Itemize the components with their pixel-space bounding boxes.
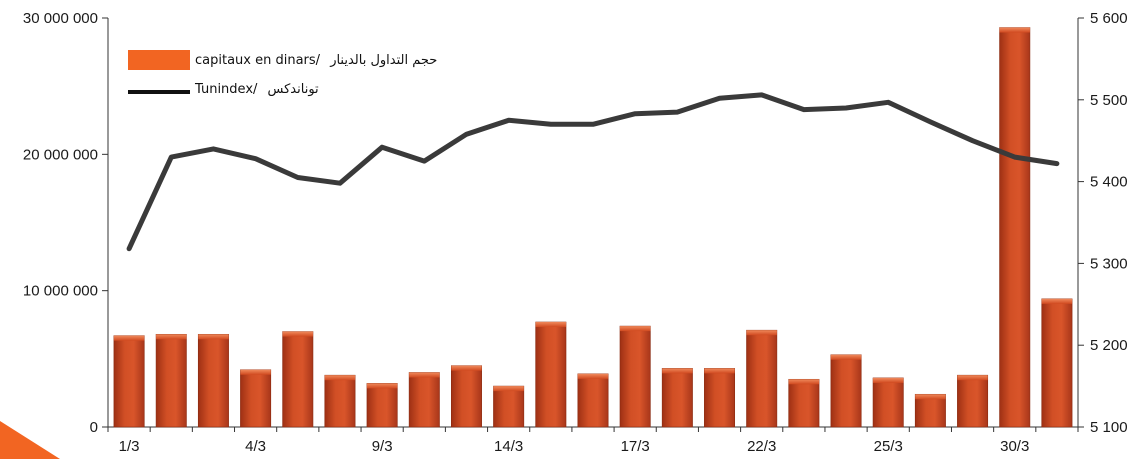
bar-top xyxy=(662,368,693,374)
bar-top xyxy=(324,375,356,381)
bar-top xyxy=(873,377,904,383)
bar xyxy=(408,372,440,428)
bar-top xyxy=(704,368,735,374)
bar xyxy=(282,331,314,428)
x-tick-label: 4/3 xyxy=(245,438,266,455)
legend-label-bar-fr: capitaux en dinars/ xyxy=(195,53,321,68)
bar xyxy=(619,325,651,428)
x-tick-label: 1/3 xyxy=(119,438,140,455)
bar-top xyxy=(1041,298,1073,304)
bar-top xyxy=(409,372,440,378)
x-tick-label: 25/3 xyxy=(874,438,903,455)
bar-top xyxy=(788,379,820,385)
y-left-tick-label: 20 000 000 xyxy=(23,146,98,163)
bar xyxy=(366,383,398,428)
x-tick-label: 9/3 xyxy=(372,438,393,455)
bar xyxy=(535,321,567,428)
bar-top xyxy=(957,375,988,381)
bar-top xyxy=(999,27,1030,33)
bar-top xyxy=(198,334,229,340)
legend-swatch-bar xyxy=(128,50,190,70)
y-right-tick-label: 5 200 xyxy=(1090,337,1128,354)
bar-top xyxy=(746,330,777,336)
y-right-tick-label: 5 400 xyxy=(1090,174,1128,191)
bar-top xyxy=(577,373,609,379)
y-right-tick-label: 5 500 xyxy=(1090,92,1128,109)
bar xyxy=(788,378,820,428)
bar xyxy=(1041,298,1073,428)
legend: capitaux en dinars/ حجم التداول بالدينار… xyxy=(128,50,437,97)
bar xyxy=(957,374,989,428)
y-left-tick-label: 0 xyxy=(90,419,98,436)
x-tick-label: 17/3 xyxy=(621,438,650,455)
bar xyxy=(872,377,904,428)
tunindex-line xyxy=(126,92,1060,252)
bar xyxy=(746,329,778,428)
bar xyxy=(914,393,946,428)
legend-label-line: Tunindex/ توناندكس xyxy=(194,82,319,97)
bar-top xyxy=(493,386,524,392)
bar xyxy=(661,368,693,428)
line-series xyxy=(126,92,1060,252)
bar xyxy=(240,369,272,428)
bar-series xyxy=(113,27,1073,428)
y-right-tick-label: 5 600 xyxy=(1090,10,1128,27)
bar xyxy=(113,335,145,428)
bar xyxy=(324,374,356,428)
x-tick-label: 30/3 xyxy=(1000,438,1029,455)
bar-top xyxy=(366,383,398,389)
bar-top xyxy=(830,354,862,360)
bar-top xyxy=(113,335,145,341)
y-left-tick-label: 30 000 000 xyxy=(23,10,98,27)
y-axis-left-ticks: 0 10 000 000 20 000 000 30 000 000 xyxy=(23,10,108,436)
bar-top xyxy=(240,369,271,375)
legend-label-bar-ar: حجم التداول بالدينار xyxy=(329,53,437,68)
bar-top xyxy=(535,322,567,328)
y-right-tick-label: 5 100 xyxy=(1090,419,1128,436)
bar-top xyxy=(451,365,482,371)
bar-top xyxy=(282,331,313,337)
corner-accent-shape xyxy=(0,421,60,459)
y-left-tick-label: 10 000 000 xyxy=(23,283,98,300)
bar-top xyxy=(156,334,187,340)
x-tick-label: 14/3 xyxy=(494,438,523,455)
bar xyxy=(197,333,229,428)
bar xyxy=(493,385,525,428)
legend-label-line-ar: توناندكس xyxy=(268,82,319,97)
bar xyxy=(999,27,1031,428)
bar xyxy=(450,365,482,428)
bar xyxy=(704,368,736,428)
x-tick-label: 22/3 xyxy=(747,438,776,455)
legend-swatch-line xyxy=(128,90,190,94)
bar-top xyxy=(619,326,651,332)
y-right-tick-label: 5 300 xyxy=(1090,255,1128,272)
bar xyxy=(155,333,187,428)
bar xyxy=(830,354,862,428)
bar xyxy=(577,373,609,428)
bar-top xyxy=(915,394,946,400)
legend-label-line-fr: Tunindex/ xyxy=(194,82,258,97)
x-axis-ticks: 1/3 4/3 9/3 14/3 17/3 22/3 25/3 30/3 xyxy=(107,427,1079,455)
y-axis-right-ticks: 5 100 5 200 5 300 5 400 5 500 5 600 xyxy=(1078,10,1128,436)
legend-label-bar: capitaux en dinars/ حجم التداول بالدينار xyxy=(195,53,437,68)
